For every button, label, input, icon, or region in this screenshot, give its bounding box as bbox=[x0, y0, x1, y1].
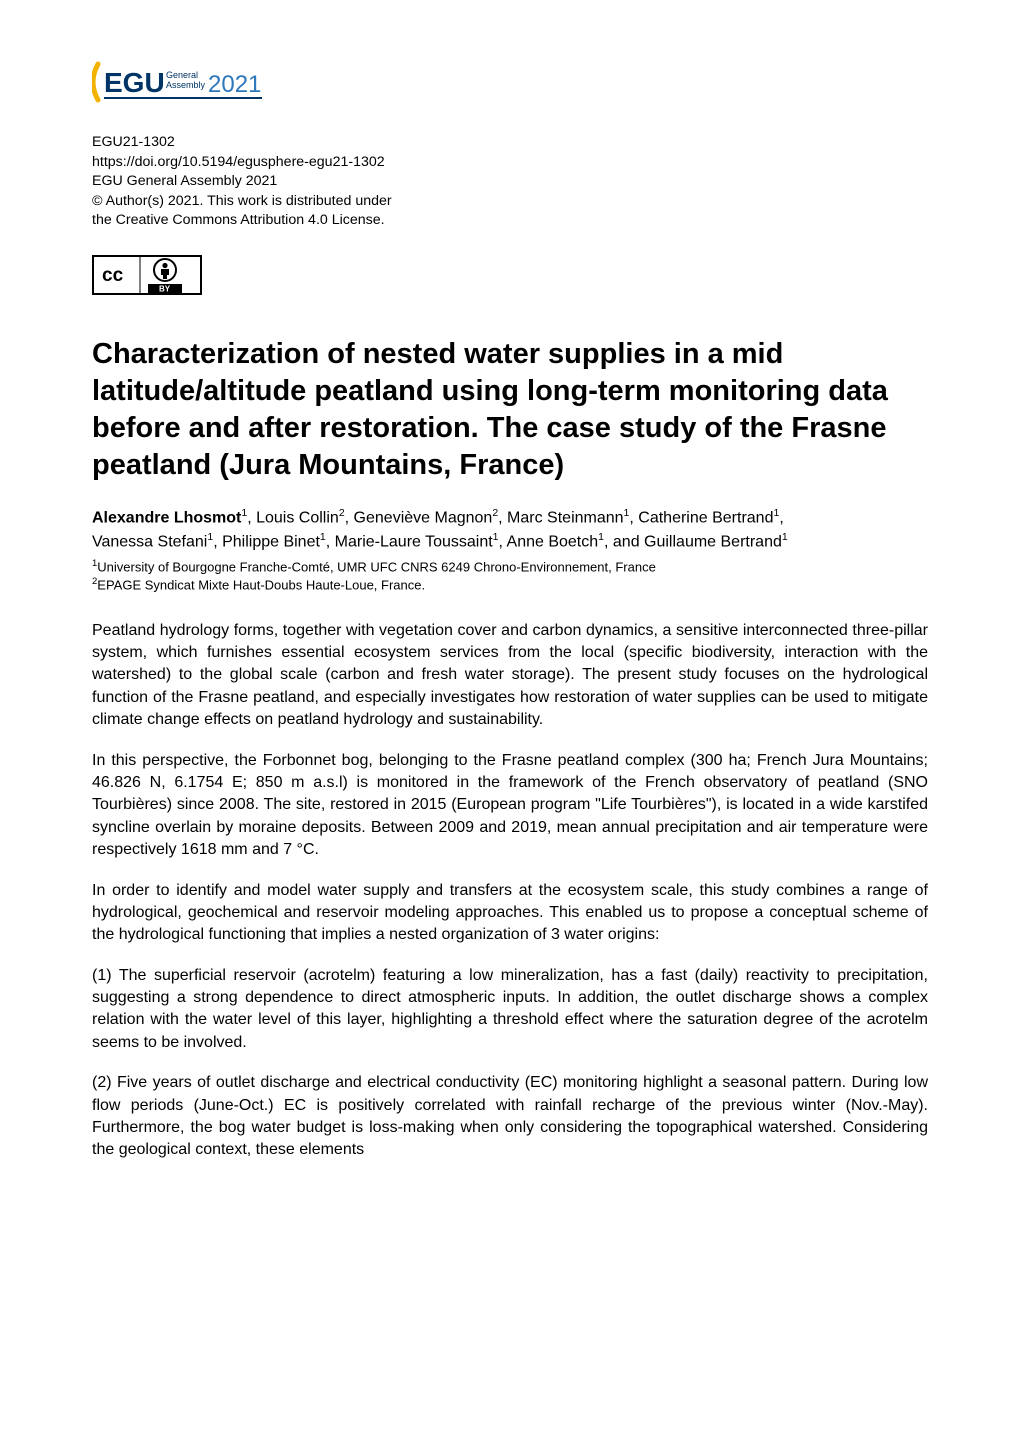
author-tail: , bbox=[779, 510, 783, 527]
svg-text:General: General bbox=[166, 70, 198, 80]
author-list: Alexandre Lhosmot1, Louis Collin2, Genev… bbox=[92, 506, 928, 553]
presenting-author: Alexandre Lhosmot bbox=[92, 510, 241, 527]
aff-text: EPAGE Syndicat Mixte Haut-Doubs Haute-Lo… bbox=[97, 577, 425, 592]
affiliation-list: 1University of Bourgogne Franche-Comté, … bbox=[92, 558, 928, 594]
conference-name: EGU General Assembly 2021 bbox=[92, 172, 928, 192]
author: Vanessa Stefani bbox=[92, 533, 207, 550]
abstract-metadata: EGU21-1302 https://doi.org/10.5194/egusp… bbox=[92, 133, 928, 231]
abstract-id: EGU21-1302 bbox=[92, 133, 928, 153]
aff-text: University of Bourgogne Franche-Comté, U… bbox=[97, 559, 656, 574]
affiliation-1: 1University of Bourgogne Franche-Comté, … bbox=[92, 558, 928, 576]
copyright-line: © Author(s) 2021. This work is distribut… bbox=[92, 192, 928, 212]
svg-text:2021: 2021 bbox=[208, 71, 261, 98]
svg-text:cc: cc bbox=[102, 265, 124, 286]
egu-logo-icon: EGU General Assembly 2021 bbox=[92, 58, 272, 106]
abstract-paragraph-3: In order to identify and model water sup… bbox=[92, 880, 928, 947]
cc-by-badge: cc BY bbox=[92, 255, 928, 300]
author: , Catherine Bertrand bbox=[629, 510, 773, 527]
author: , and Guillaume Bertrand bbox=[604, 533, 782, 550]
abstract-title: Characterization of nested water supplie… bbox=[92, 336, 928, 484]
license-line: the Creative Commons Attribution 4.0 Lic… bbox=[92, 211, 928, 231]
abstract-doi: https://doi.org/10.5194/egusphere-egu21-… bbox=[92, 153, 928, 173]
author: , Marc Steinmann bbox=[498, 510, 623, 527]
page-root: EGU General Assembly 2021 EGU21-1302 htt… bbox=[0, 0, 1020, 1442]
svg-text:EGU: EGU bbox=[104, 67, 165, 98]
author: , Anne Boetch bbox=[499, 533, 599, 550]
cc-by-icon: cc BY bbox=[92, 255, 202, 295]
author: , Philippe Binet bbox=[213, 533, 320, 550]
svg-text:BY: BY bbox=[159, 284, 171, 293]
svg-text:Assembly: Assembly bbox=[166, 80, 206, 90]
aff-sup: 1 bbox=[782, 531, 788, 543]
abstract-paragraph-5: (2) Five years of outlet discharge and e… bbox=[92, 1072, 928, 1162]
author: , Louis Collin bbox=[247, 510, 339, 527]
abstract-paragraph-1: Peatland hydrology forms, together with … bbox=[92, 620, 928, 732]
abstract-paragraph-2: In this perspective, the Forbonnet bog, … bbox=[92, 750, 928, 862]
author: , Geneviève Magnon bbox=[345, 510, 493, 527]
affiliation-2: 2EPAGE Syndicat Mixte Haut-Doubs Haute-L… bbox=[92, 576, 928, 594]
abstract-paragraph-4: (1) The superficial reservoir (acrotelm)… bbox=[92, 965, 928, 1055]
author: , Marie-Laure Toussaint bbox=[326, 533, 493, 550]
egu-logo-block: EGU General Assembly 2021 bbox=[92, 58, 928, 111]
